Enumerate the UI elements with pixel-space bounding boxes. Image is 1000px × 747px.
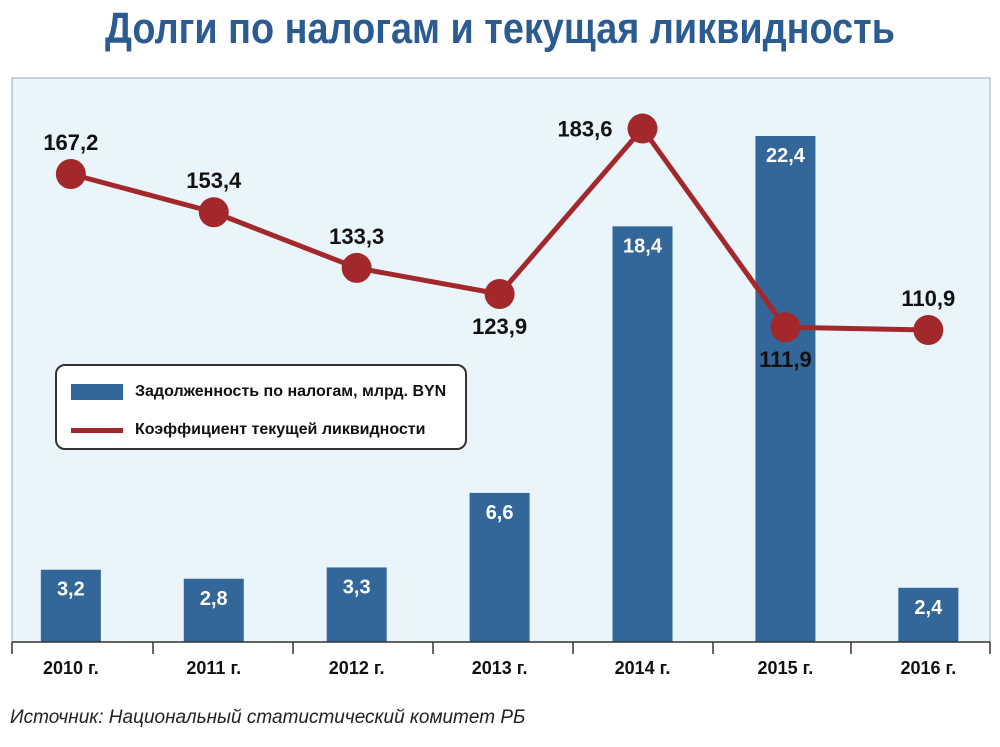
bar-4 <box>469 492 530 642</box>
line-marker-2 <box>198 197 229 228</box>
line-value-label-3: 133,3 <box>329 224 384 249</box>
bar-value-label-3: 3,3 <box>343 576 371 598</box>
line-value-label-5: 183,6 <box>557 117 612 142</box>
bar-2 <box>183 578 244 642</box>
line-marker-3 <box>341 252 372 283</box>
line-value-label-1: 167,2 <box>43 130 98 155</box>
bar-value-label-6: 22,4 <box>766 145 806 167</box>
x-tick-label-5: 2014 г. <box>615 658 671 678</box>
line-marker-6 <box>770 312 801 343</box>
line-value-label-4: 123,9 <box>472 314 527 339</box>
bar-3 <box>326 567 387 642</box>
x-tick-label-4: 2013 г. <box>472 658 528 678</box>
bar-5 <box>612 226 673 642</box>
x-tick-label-7: 2016 г. <box>900 658 956 678</box>
x-axis: 2010 г. 2011 г. 2012 г. 2013 г. 2014 г. 2015 … <box>11 641 991 678</box>
legend: Задолженность по налогам, млрд. BYN Коэф… <box>55 364 467 450</box>
line-value-label-7: 110,9 <box>901 286 955 311</box>
bars-group: 3,2 2,8 3,3 6,6 18,4 22,4 2,4 <box>40 136 959 642</box>
bar-7 <box>898 587 959 642</box>
source-note: Источник: Национальный статистический ко… <box>10 707 526 728</box>
line-marker-7 <box>913 315 944 345</box>
line-marker-4 <box>484 278 515 309</box>
legend-bar-swatch <box>71 384 123 400</box>
bar-value-label-5: 18,4 <box>623 235 663 257</box>
legend-item-bars: Задолженность по налогам, млрд. BYN <box>71 380 446 404</box>
line-group: 167,2 153,4 133,3 123,9 183,6 111,9 110,9 <box>43 113 955 372</box>
x-tick-label-1: 2010 г. <box>43 658 99 678</box>
bar-6 <box>755 136 816 642</box>
legend-line-label: Коэффициент текущей ликвидности <box>135 421 426 438</box>
x-tick-label-2: 2011 г. <box>186 658 241 678</box>
legend-line-swatch <box>71 427 123 433</box>
legend-item-line: Коэффициент текущей ликвидности <box>71 418 425 442</box>
legend-bar-label: Задолженность по налогам, млрд. BYN <box>135 383 447 400</box>
line-value-label-6: 111,9 <box>759 347 812 372</box>
bar-value-label-4: 6,6 <box>486 502 514 524</box>
bar-1 <box>40 569 101 642</box>
line-value-label-2: 153,4 <box>186 168 242 193</box>
x-tick-label-6: 2015 г. <box>758 658 814 678</box>
bar-value-label-7: 2,4 <box>914 597 943 619</box>
chart-title: Долги по налогам и текущая ликвидность <box>105 4 895 53</box>
bar-value-label-2: 2,8 <box>200 588 228 610</box>
bar-value-label-1: 3,2 <box>57 579 85 601</box>
line-marker-5 <box>627 113 658 144</box>
x-tick-label-3: 2012 г. <box>329 658 385 678</box>
line-marker-1 <box>55 159 86 189</box>
